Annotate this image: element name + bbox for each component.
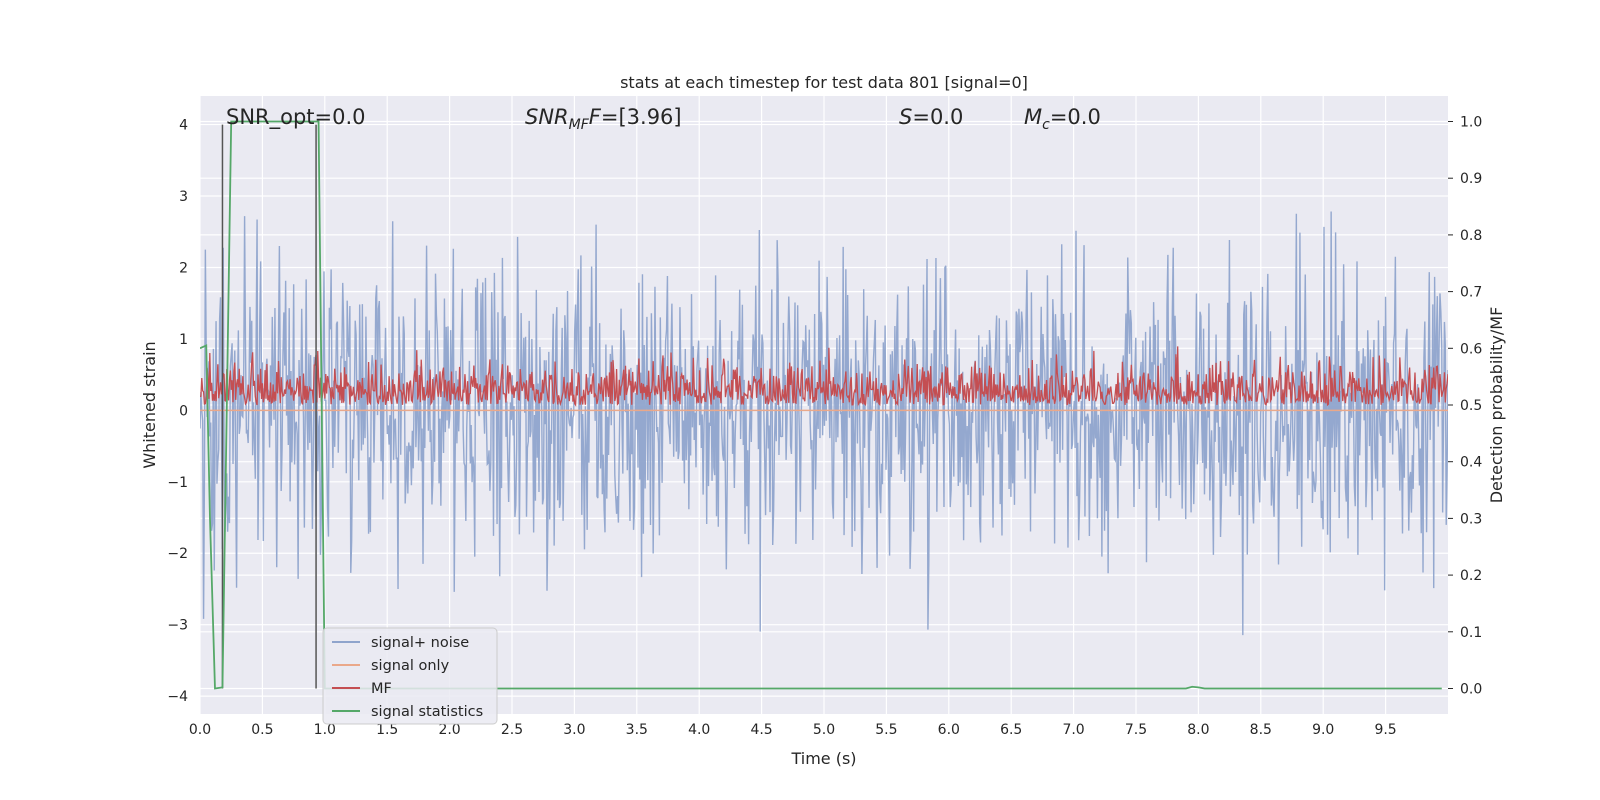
y-tick-label-right: 1.0	[1460, 115, 1482, 131]
y-axis-label-right: Detection probability/MF	[1487, 307, 1506, 504]
x-tick-label: 9.5	[1374, 722, 1396, 738]
y-tick-label-left: −4	[167, 689, 188, 705]
series-mf-line	[200, 346, 1448, 407]
y-axis-label-left: Whitened strain	[140, 341, 159, 468]
x-tick-label: 4.0	[688, 722, 710, 738]
y-tick-label-left: −2	[167, 546, 188, 562]
x-tick-label: 7.0	[1062, 722, 1084, 738]
x-tick-label: 6.0	[938, 722, 960, 738]
x-ticks: 0.0 0.5 1.0 1.5 2.0 2.5 3.0 3.5 4.0 4.5 5.0 5.5 6.0 6…	[189, 722, 1397, 738]
x-tick-label: 0.5	[251, 722, 273, 738]
x-tick-label: 3.5	[626, 722, 648, 738]
legend-label-mf: MF	[371, 681, 392, 697]
x-tick-label: 2.0	[438, 722, 460, 738]
y-tick-label-left: −3	[167, 618, 188, 634]
legend-box	[322, 627, 498, 725]
legend-label-signal-noise: signal+ noise	[371, 635, 469, 651]
y-tick-label-right: 0.9	[1460, 171, 1482, 187]
x-tick-label: 1.0	[314, 722, 336, 738]
y-tick-label-right: 0.4	[1460, 455, 1482, 471]
legend-label-signal-only: signal only	[371, 658, 450, 674]
series-layer	[200, 120, 1448, 690]
x-tick-label: 8.0	[1187, 722, 1209, 738]
x-tick-label: 3.0	[563, 722, 585, 738]
x-tick-label: 9.0	[1312, 722, 1334, 738]
y-tick-label-right: 0.2	[1460, 568, 1482, 584]
y-tick-label-right: 0.7	[1460, 285, 1482, 301]
x-tick-label: 7.5	[1125, 722, 1147, 738]
y-tick-label-left: 1	[179, 332, 188, 348]
annotation-snr-mf-value: =[3.96]	[601, 105, 682, 129]
x-tick-label: 0.0	[189, 722, 211, 738]
x-tick-label: 8.5	[1250, 722, 1272, 738]
x-tick-label: 2.5	[501, 722, 523, 738]
y-ticks-right: 1.0 0.9 0.8 0.7 0.6 0.5 0.4 0.3 0.2 0.1 0.0	[1448, 115, 1482, 697]
x-tick-label: 5.5	[875, 722, 897, 738]
chart-title: stats at each timestep for test data 801…	[620, 73, 1028, 92]
y-tick-label-right: 0.1	[1460, 625, 1482, 641]
legend: signal+ noise signal only MF signal stat…	[322, 627, 498, 725]
annotation-s: S=0.0	[899, 105, 963, 129]
legend-label-signal-statistics: signal statistics	[371, 704, 483, 720]
y-tick-label-left: 4	[179, 118, 188, 134]
x-tick-label: 6.5	[1000, 722, 1022, 738]
series-signal-statistics-line	[200, 120, 1442, 690]
annotation-snr-mf: SNRMFF=[3.96]	[525, 105, 682, 133]
y-tick-label-left: 2	[179, 260, 188, 276]
x-tick-label: 1.5	[376, 722, 398, 738]
annotation-snr-opt: SNR_opt=0.0	[226, 105, 366, 130]
x-axis-label: Time (s)	[790, 749, 856, 768]
y-tick-label-left: 0	[179, 403, 188, 419]
y-tick-label-right: 0.0	[1460, 681, 1482, 697]
y-tick-label-right: 0.8	[1460, 228, 1482, 244]
y-ticks-left: 4 3 2 1 0 −1 −2 −3 −4	[167, 118, 188, 706]
y-tick-label-right: 0.6	[1460, 341, 1482, 357]
y-tick-label-left: −1	[167, 475, 188, 491]
y-tick-label-right: 0.3	[1460, 511, 1482, 527]
annotation-mc: Mc=0.0	[1024, 105, 1101, 133]
x-tick-label: 4.5	[750, 722, 772, 738]
y-tick-label-right: 0.5	[1460, 398, 1482, 414]
x-tick-label: 5.0	[813, 722, 835, 738]
y-tick-label-left: 3	[179, 189, 188, 205]
annotation-mc-value: =0.0	[1050, 105, 1101, 129]
annotation-s-value: =0.0	[912, 105, 963, 129]
